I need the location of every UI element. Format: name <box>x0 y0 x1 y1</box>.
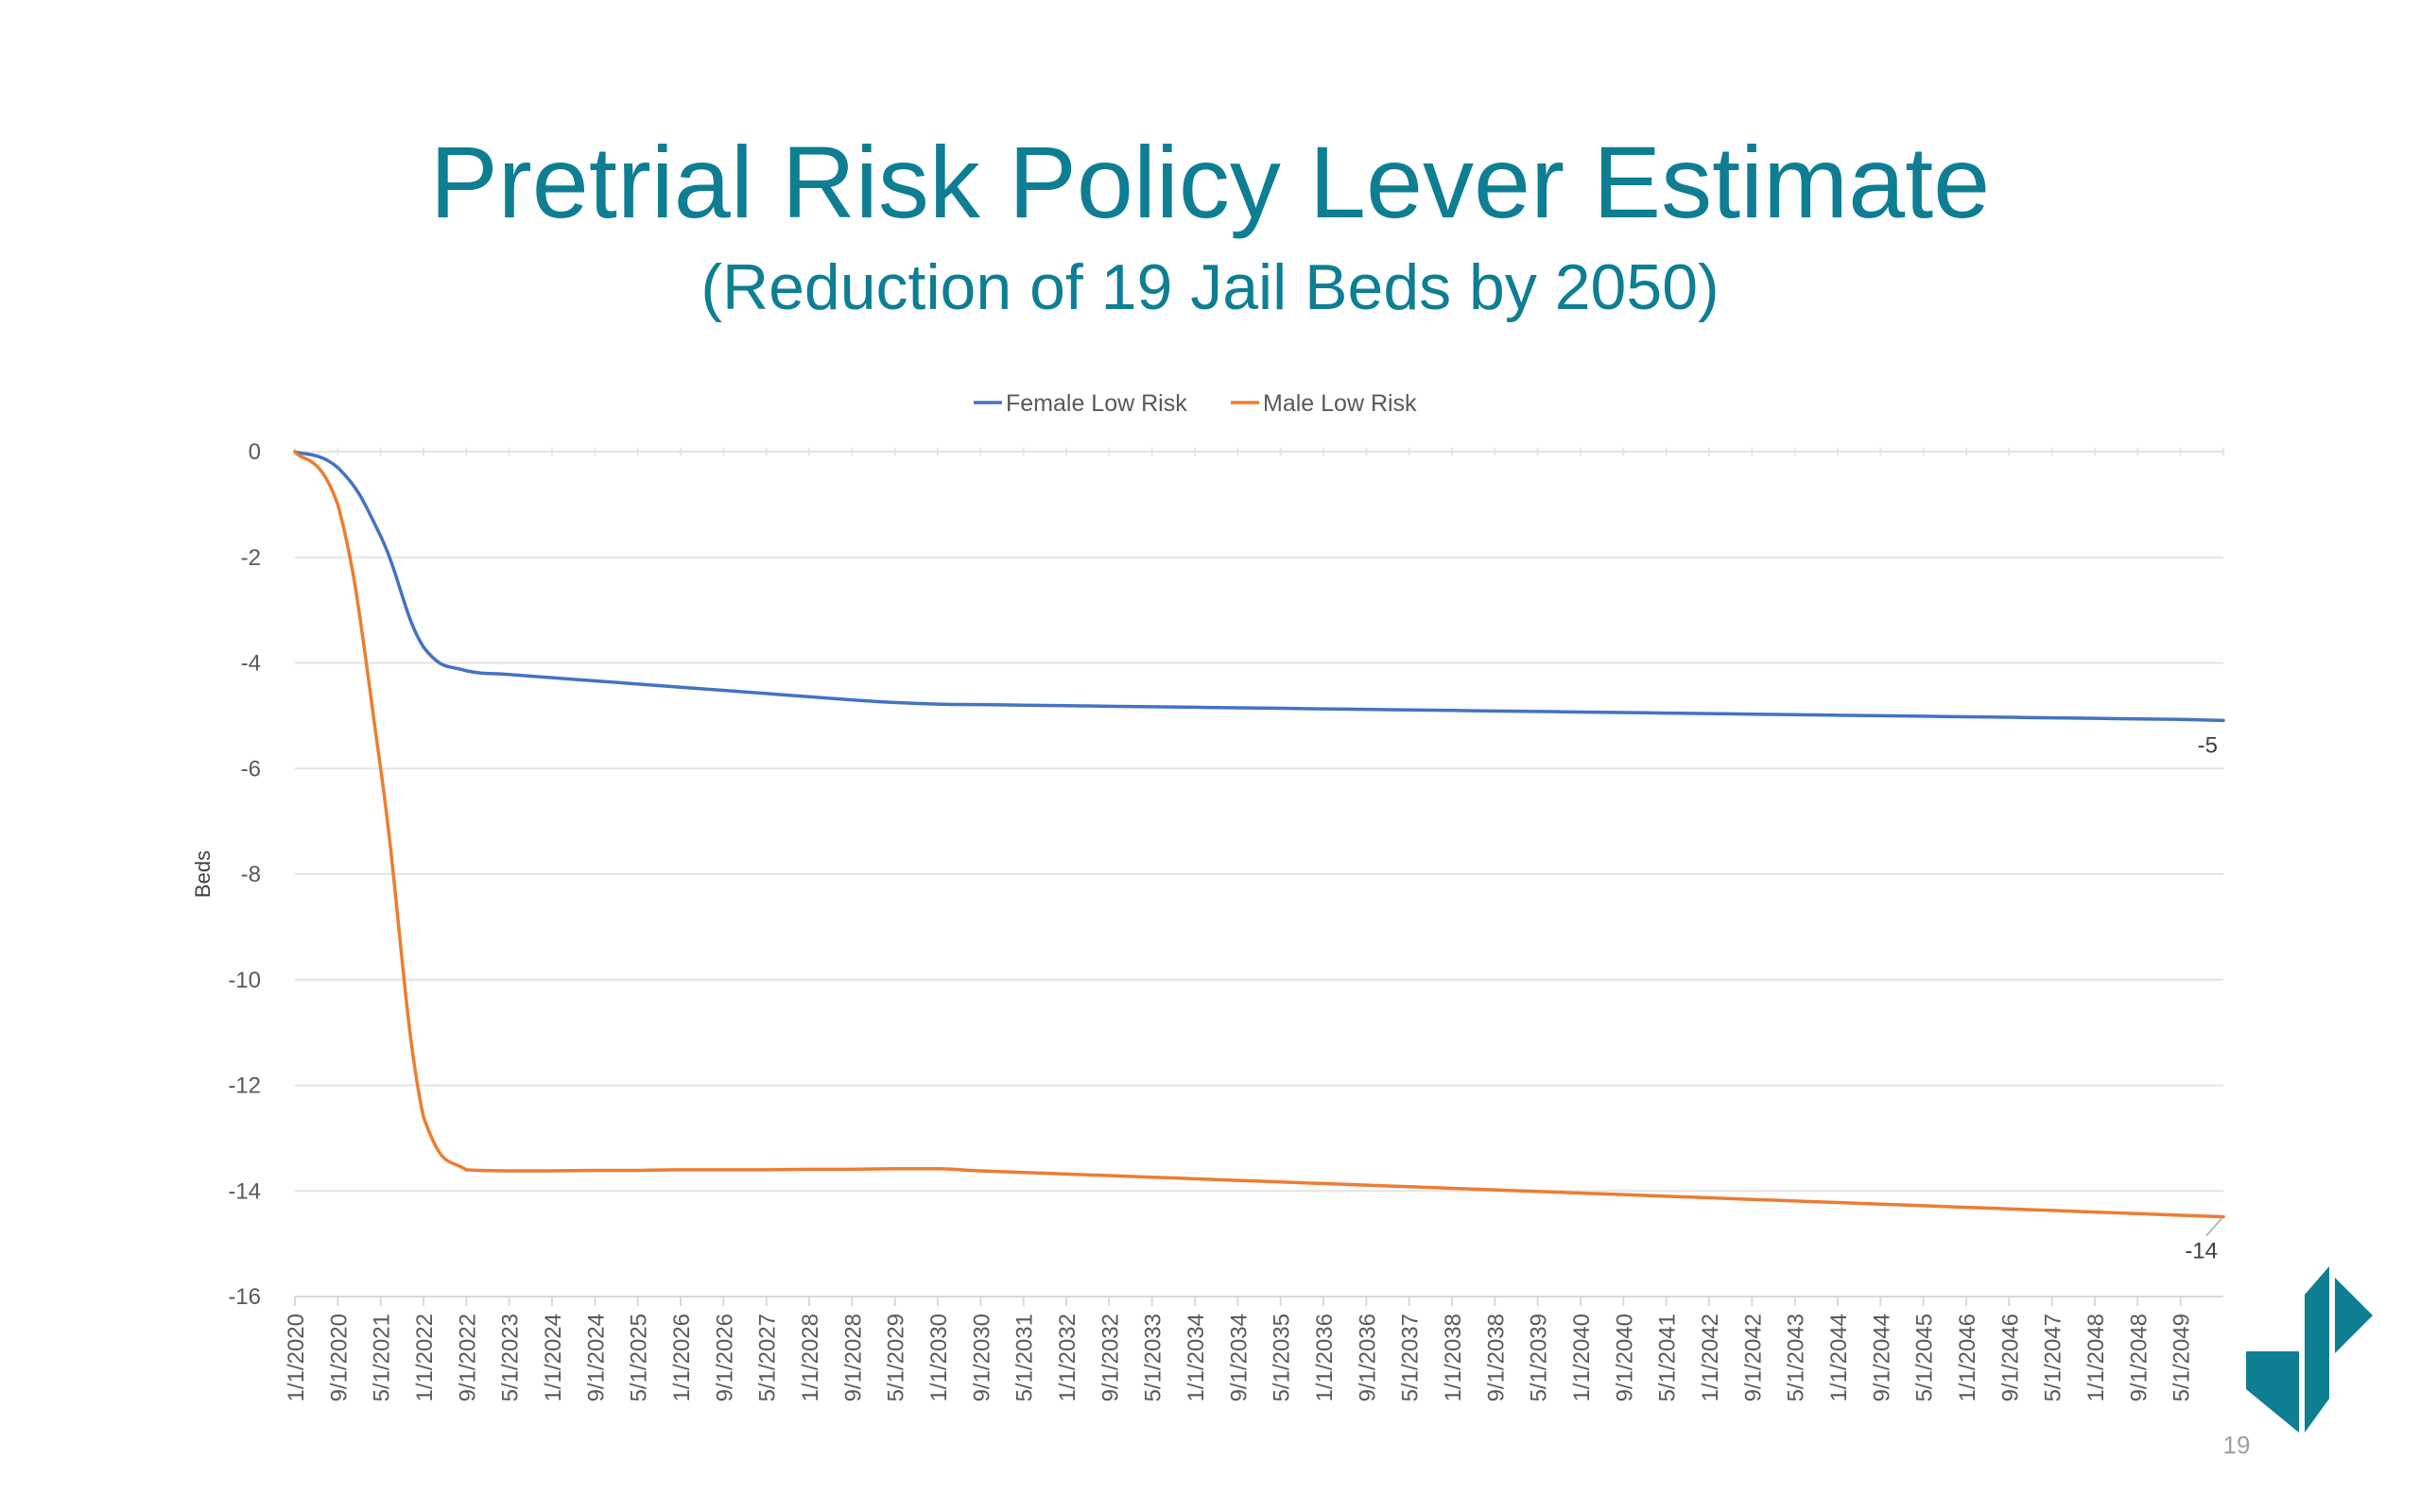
x-tick-label: 9/1/2048 <box>2126 1314 2152 1401</box>
x-tick-label: 9/1/2032 <box>1098 1314 1123 1401</box>
x-tick-label: 9/1/2040 <box>1612 1314 1637 1401</box>
x-tick-label: 1/1/2042 <box>1698 1314 1723 1401</box>
slide-subtitle: (Reduction of 19 Jail Beds by 2050) <box>700 251 1720 323</box>
x-tick-label: 9/1/2026 <box>712 1314 737 1401</box>
x-tick-label: 5/1/2035 <box>1270 1314 1295 1401</box>
x-tick-label: 9/1/2030 <box>969 1314 994 1401</box>
legend-label: Male Low Risk <box>1263 390 1417 417</box>
y-tick-label: -2 <box>241 545 261 571</box>
x-tick-label: 9/1/2024 <box>583 1314 609 1401</box>
x-tick-label: 5/1/2043 <box>1784 1314 1809 1401</box>
y-tick-label: -8 <box>241 862 261 887</box>
x-tick-label: 5/1/2041 <box>1655 1314 1681 1401</box>
x-tick-label: 5/1/2039 <box>1527 1314 1552 1401</box>
x-tick-label: 5/1/2047 <box>2041 1314 2066 1401</box>
x-tick-label: 5/1/2029 <box>884 1314 909 1401</box>
page-number: 19 <box>2222 1431 2251 1459</box>
legend: Female Low Risk Male Low Risk <box>974 390 1417 417</box>
x-tick-label: 1/1/2022 <box>412 1314 438 1401</box>
y-axis-title: Beds <box>191 850 215 898</box>
y-tick-label: 0 <box>249 439 261 465</box>
series-lines <box>293 450 2225 1219</box>
series-line-0 <box>293 450 2225 723</box>
data-labels: -5 -14 <box>2185 732 2222 1264</box>
slide-title: Pretrial Risk Policy Lever Estimate <box>429 125 1991 239</box>
x-tick-label: 1/1/2034 <box>1184 1314 1209 1401</box>
x-tick-label: 5/1/2037 <box>1398 1314 1424 1401</box>
x-tick-label: 1/1/2024 <box>541 1314 566 1401</box>
y-tick-label: -10 <box>228 968 261 993</box>
x-tick-label: 9/1/2046 <box>1997 1314 2023 1401</box>
teal-block-logo-icon <box>2246 1266 2373 1433</box>
x-tick-label: 5/1/2045 <box>1912 1314 1938 1401</box>
x-tick-label: 1/1/2020 <box>284 1314 309 1401</box>
y-tick-label: -6 <box>241 756 261 782</box>
x-tick-label: 1/1/2032 <box>1055 1314 1080 1401</box>
x-tick-label: 5/1/2021 <box>370 1314 395 1401</box>
x-tick-label: 1/1/2038 <box>1441 1314 1466 1401</box>
x-tick-label: 1/1/2040 <box>1569 1314 1595 1401</box>
x-tick-label: 5/1/2025 <box>627 1314 652 1401</box>
axes: 0 -2 -4 -6 -8 -10 -12 -14 -16 Beds 1/1/2020 9/1/202… <box>191 439 2224 1401</box>
x-tick-label: 1/1/2044 <box>1826 1314 1852 1401</box>
data-label: -5 <box>2198 732 2218 758</box>
y-tick-label: -16 <box>228 1284 261 1310</box>
x-tick-label: 5/1/2033 <box>1141 1314 1167 1401</box>
x-tick-label: 5/1/2049 <box>2169 1314 2195 1401</box>
y-tick-label: -14 <box>228 1178 261 1204</box>
x-tick-label: 9/1/2034 <box>1226 1314 1252 1401</box>
x-tick-label: 1/1/2048 <box>2083 1314 2109 1401</box>
data-label: -14 <box>2185 1239 2218 1264</box>
x-tick-label: 9/1/2042 <box>1740 1314 1766 1401</box>
x-tick-label: 9/1/2028 <box>840 1314 866 1401</box>
x-tick-label: 1/1/2046 <box>1955 1314 1980 1401</box>
x-tick-label: 5/1/2027 <box>755 1314 781 1401</box>
data-label-leader <box>2205 1218 2222 1237</box>
x-tick-label: 9/1/2036 <box>1355 1314 1380 1401</box>
x-tick-label: 1/1/2036 <box>1312 1314 1338 1401</box>
x-tick-label: 1/1/2030 <box>926 1314 952 1401</box>
y-tick-label: -12 <box>228 1074 261 1099</box>
x-tick-label: 9/1/2038 <box>1483 1314 1509 1401</box>
x-tick-label: 9/1/2044 <box>1869 1314 1894 1401</box>
x-tick-label: 9/1/2022 <box>455 1314 480 1401</box>
x-tick-label: 5/1/2023 <box>498 1314 524 1401</box>
x-tick-label: 9/1/2020 <box>326 1314 352 1401</box>
series-line-1 <box>293 450 2225 1219</box>
x-tick-label: 5/1/2031 <box>1012 1314 1038 1401</box>
gridlines <box>295 451 2223 1297</box>
y-tick-label: -4 <box>241 651 261 677</box>
x-tick-label: 1/1/2026 <box>669 1314 695 1401</box>
legend-label: Female Low Risk <box>1006 390 1187 417</box>
x-tick-label: 1/1/2028 <box>798 1314 823 1401</box>
